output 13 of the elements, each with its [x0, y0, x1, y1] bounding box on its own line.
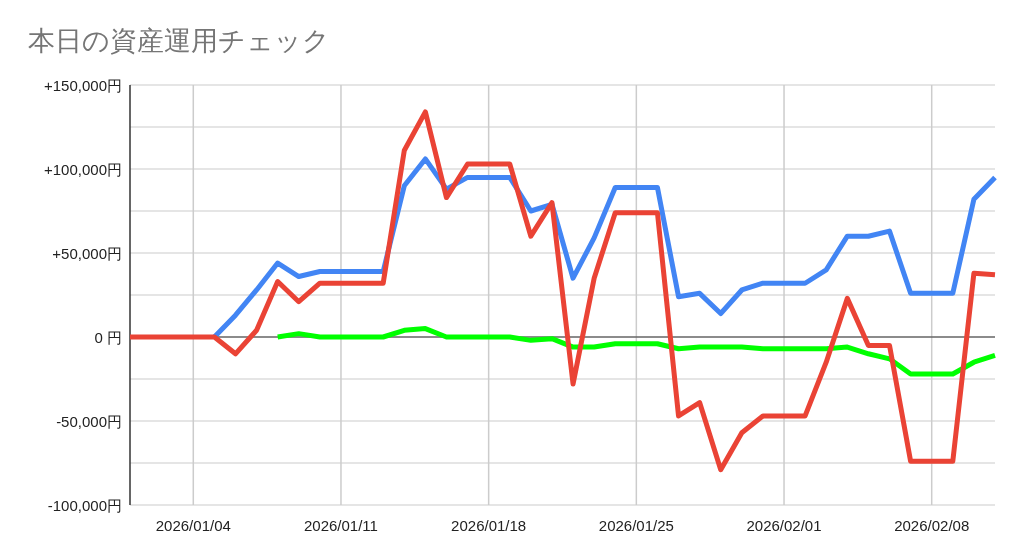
x-tick-label: 2026/01/25: [598, 517, 674, 534]
x-tick-label: 2026/01/11: [303, 517, 378, 534]
y-tick-label: +150,000円: [44, 77, 122, 94]
y-tick-label: -50,000円: [56, 413, 122, 430]
y-tick-label: 0 円: [94, 329, 122, 346]
y-tick-label: +100,000円: [44, 161, 122, 178]
y-tick-label: +50,000円: [52, 245, 122, 262]
x-tick-label: 2026/02/01: [746, 517, 822, 534]
chart-title: 本日の資産運用チェック: [28, 26, 330, 56]
x-tick-label: 2026/01/18: [451, 517, 527, 534]
y-tick-label: -100,000円: [47, 497, 122, 514]
x-tick-label: 2026/01/04: [155, 517, 231, 534]
x-tick-label: 2026/02/08: [894, 517, 970, 534]
